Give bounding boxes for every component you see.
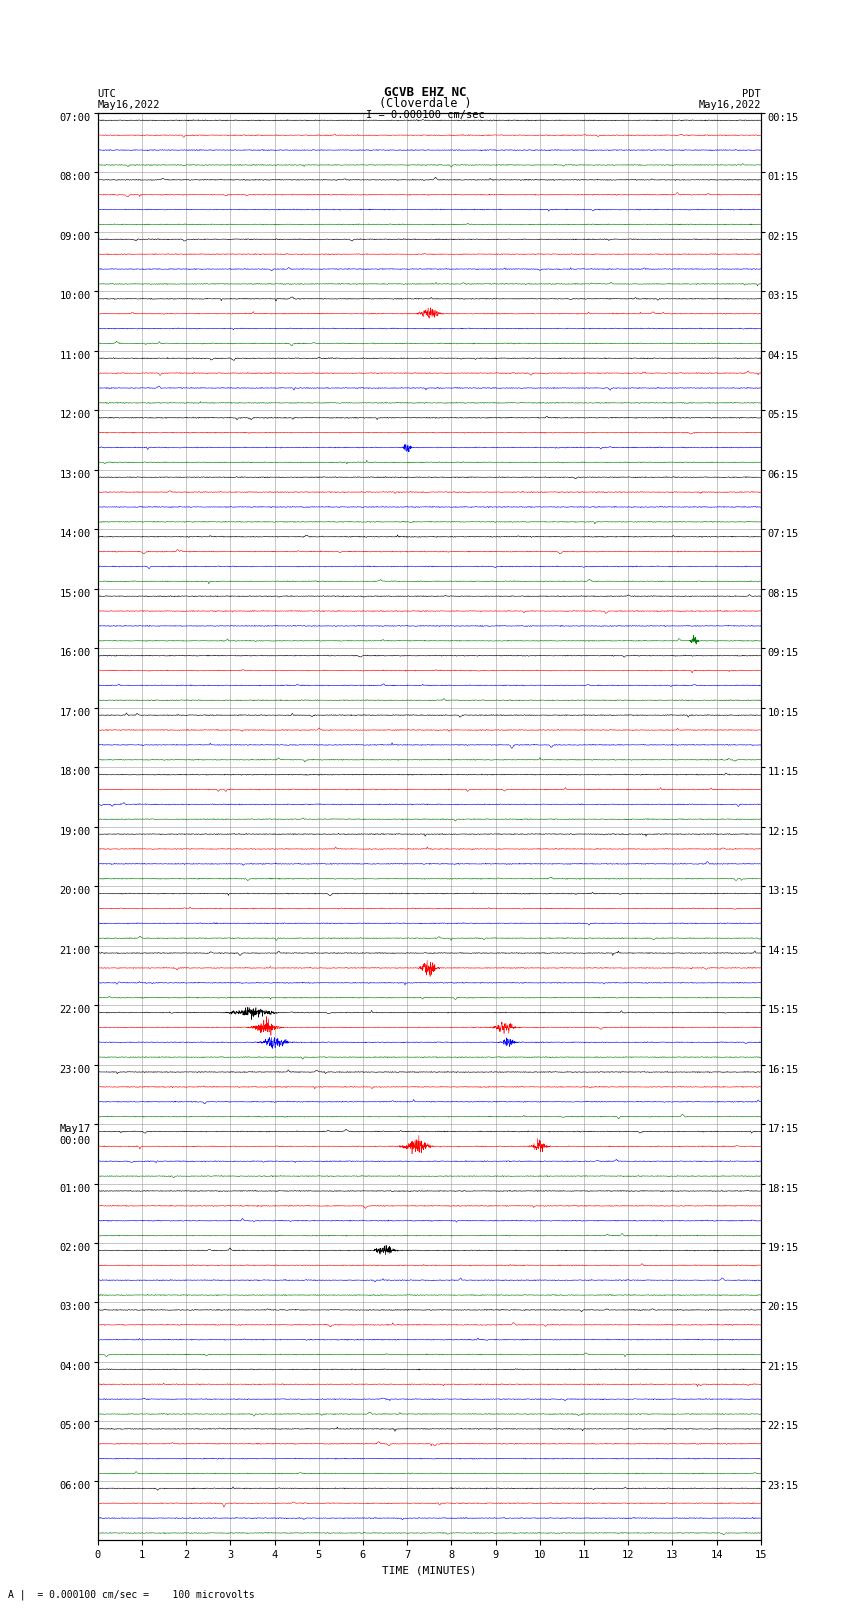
X-axis label: TIME (MINUTES): TIME (MINUTES) [382, 1566, 477, 1576]
Text: May16,2022: May16,2022 [698, 100, 761, 111]
Text: May16,2022: May16,2022 [98, 100, 161, 111]
Text: GCVB EHZ NC: GCVB EHZ NC [383, 85, 467, 100]
Text: A |  = 0.000100 cm/sec =    100 microvolts: A | = 0.000100 cm/sec = 100 microvolts [8, 1589, 255, 1600]
Text: PDT: PDT [742, 89, 761, 100]
Text: I = 0.000100 cm/sec: I = 0.000100 cm/sec [366, 110, 484, 121]
Text: UTC: UTC [98, 89, 116, 100]
Text: (Cloverdale ): (Cloverdale ) [379, 97, 471, 111]
